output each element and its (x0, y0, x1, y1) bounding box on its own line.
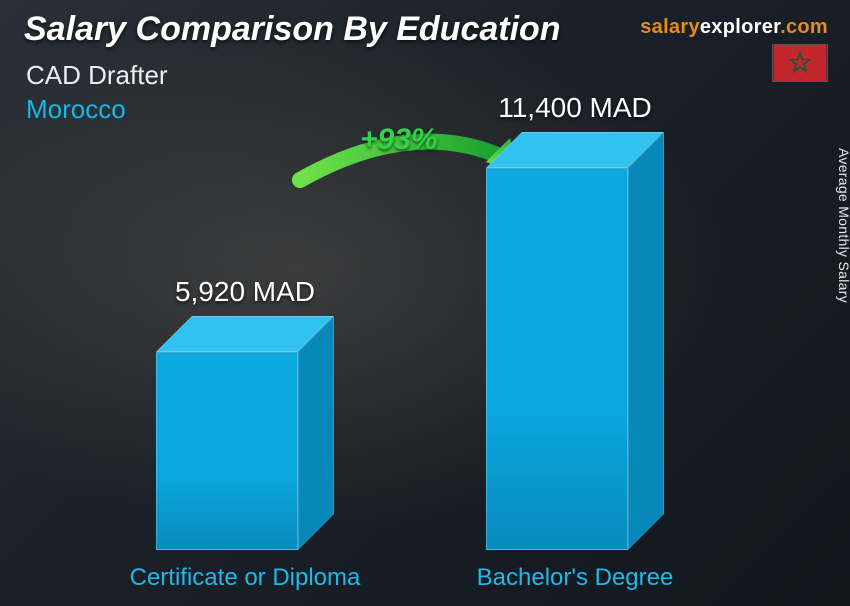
bar-bachelor (486, 132, 664, 550)
bar-value-bachelor: 11,400 MAD (456, 92, 694, 124)
infographic-canvas: Salary Comparison By Education CAD Draft… (0, 0, 850, 606)
bar-front (486, 168, 628, 550)
bar-front (156, 352, 298, 550)
bar-label-bachelor: Bachelor's Degree (426, 564, 724, 592)
percent-increase-badge: +93% (360, 123, 438, 157)
bar-chart: +93% 5,920 MAD Certificate or Diploma 11… (0, 0, 850, 606)
bar-side (298, 316, 334, 550)
bar-value-certificate: 5,920 MAD (126, 276, 364, 308)
bar-certificate (156, 316, 334, 550)
bar-label-certificate: Certificate or Diploma (96, 564, 394, 592)
bar-side (628, 132, 664, 550)
